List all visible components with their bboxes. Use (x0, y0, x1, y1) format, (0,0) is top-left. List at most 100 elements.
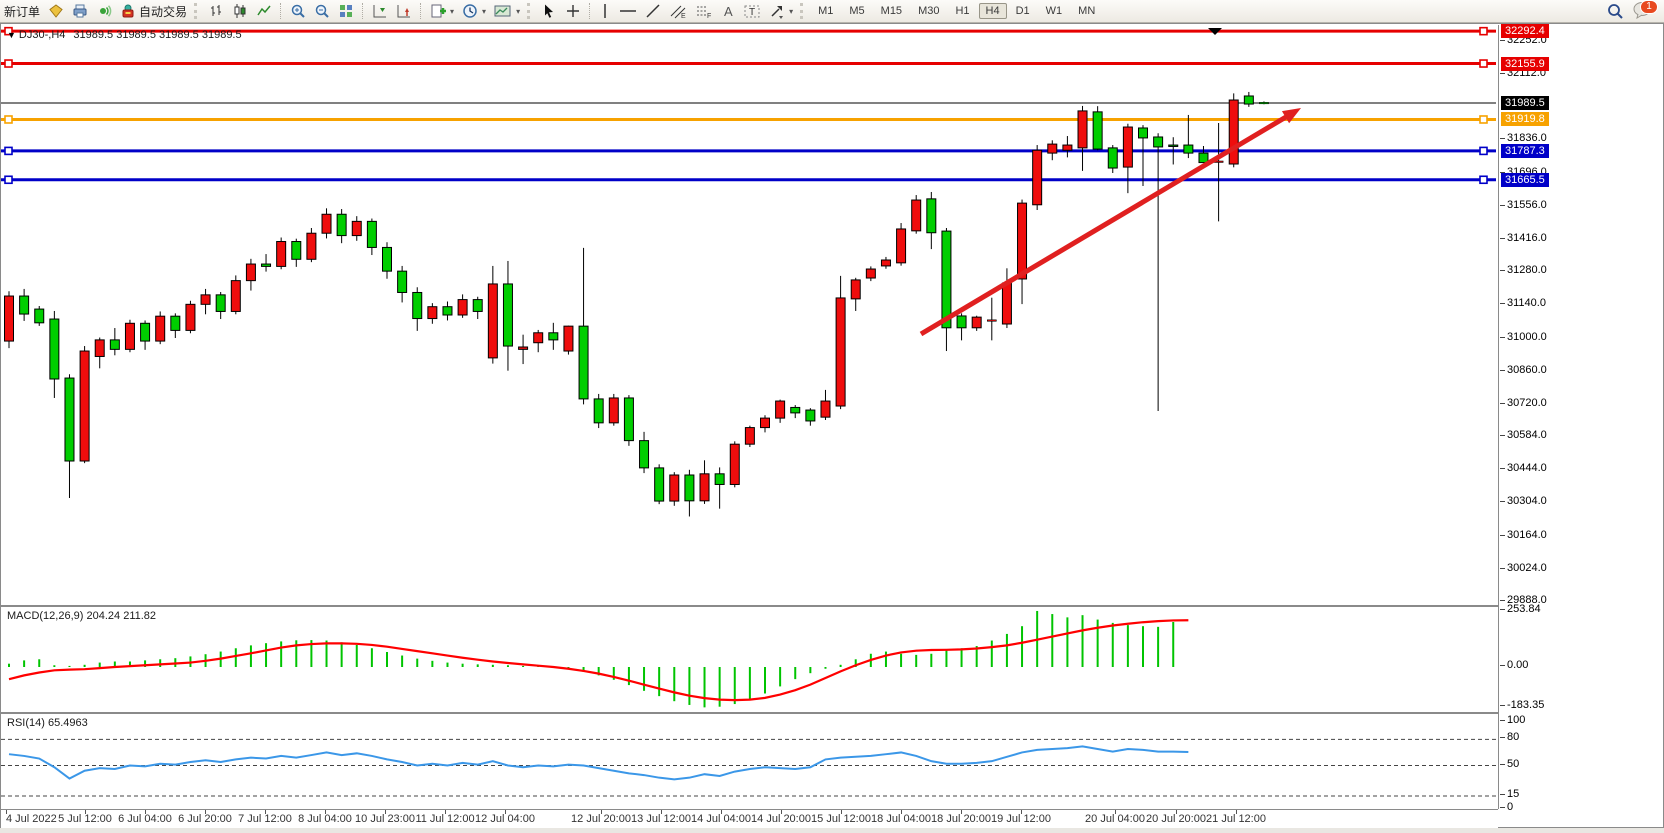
price-tick-label: 31140.0 (1500, 297, 1546, 310)
chart-autoscroll-icon (396, 3, 412, 19)
time-axis-tick (6, 810, 7, 814)
time-label: 5 Jul 12:00 (58, 813, 112, 825)
zoom-out-button[interactable] (310, 1, 334, 21)
chat-button[interactable]: 1 (1632, 0, 1658, 21)
crosshair-tool-button[interactable] (561, 1, 585, 21)
time-axis-tick (445, 810, 446, 814)
time-label: 12 Jul 20:00 (571, 813, 631, 825)
fibonacci-tool-button[interactable]: F (691, 1, 717, 21)
collapse-triangle-icon[interactable]: ▼ (7, 30, 16, 40)
macd-signal-value: 211.82 (123, 610, 157, 622)
price-tick-label: 30860.0 (1500, 363, 1547, 376)
zoom-out-icon (314, 3, 330, 19)
gem-icon-button[interactable] (44, 1, 68, 21)
main-toolbar: 新订单 自动交易 ▾ ▾ (0, 0, 1664, 23)
price-tick-label: 30164.0 (1500, 528, 1547, 541)
candlestick-mode-button[interactable] (228, 1, 252, 21)
price-tick-label: 30024.0 (1500, 561, 1547, 574)
dropdown-caret-icon: ▾ (789, 6, 794, 16)
time-axis-tick (781, 810, 782, 814)
price-scale[interactable]: 32252.0 32112.0 31836.0 31696.0 31556.0 31416… (1498, 24, 1663, 813)
price-tick-label: 31000.0 (1500, 330, 1547, 343)
time-axis-tick (721, 810, 722, 814)
price-tick-label: 30720.0 (1500, 396, 1547, 409)
timeframe-button-h4[interactable]: H4 (978, 3, 1007, 19)
text-label-icon: T (743, 3, 761, 19)
timeframe-button-m15[interactable]: M15 (880, 5, 903, 17)
line-chart-mode-button[interactable] (252, 1, 276, 21)
toolbar-grip (527, 3, 534, 19)
chart-shift-button[interactable] (368, 1, 392, 21)
hline-price-badge: 32292.4 (1501, 24, 1549, 39)
timeframe-bar: M1 M5 M15 M30 H1 H4 D1 W1 MN (810, 3, 1103, 19)
tile-windows-button[interactable] (334, 1, 358, 21)
toolbar-separator (420, 3, 422, 19)
ohlc-bars-icon (208, 3, 224, 19)
timeframe-button-h1[interactable]: H1 (955, 5, 970, 17)
hline-price-badge: 31787.3 (1501, 143, 1549, 158)
time-label: 8 Jul 04:00 (298, 813, 352, 825)
auto-trading-button[interactable]: 自动交易 (116, 1, 191, 21)
price-tick-label: 30304.0 (1500, 495, 1547, 508)
rsi-panel-plot[interactable] (1, 712, 1498, 811)
rsi-indicator-label: RSI(14) 65.4963 (7, 717, 88, 729)
candlestick-icon (232, 3, 248, 19)
rsi-scale-label: 15 (1499, 787, 1520, 800)
trendline-icon (645, 3, 661, 19)
cursor-tool-button[interactable] (537, 1, 561, 21)
time-label: 18 Jul 04:00 (871, 813, 931, 825)
main-chart-plot[interactable] (1, 25, 1498, 605)
autotrade-robot-icon (120, 3, 136, 19)
macd-scale-label: 0.00 (1499, 659, 1529, 671)
hline-price-badge: 31919.8 (1501, 112, 1549, 127)
chart-window: ▼ DJ30-,H4 31989.5 31989.5 31989.5 31989.5… (0, 23, 1664, 828)
timeframe-button-mn[interactable]: MN (1078, 5, 1096, 17)
zoom-in-button[interactable] (286, 1, 310, 21)
sound-icon (96, 3, 112, 19)
timeframe-button-w1[interactable]: W1 (1045, 5, 1063, 17)
toolbar-separator (589, 3, 591, 19)
text-label-tool-button[interactable]: T (739, 1, 765, 21)
timeframe-button-d1[interactable]: D1 (1015, 5, 1030, 17)
new-chart-button[interactable]: ▾ (426, 1, 458, 21)
macd-scale-label: -183.35 (1499, 699, 1545, 712)
price-tick-label: 30584.0 (1500, 429, 1547, 442)
time-axis[interactable]: 4 Jul 2022 5 Jul 12:00 6 Jul 04:00 6 Jul 20… (1, 809, 1498, 828)
rsi-value: 65.4963 (47, 717, 88, 729)
chart-symbol-period: DJ30-,H4 (18, 29, 66, 41)
macd-panel-plot[interactable] (1, 605, 1498, 712)
time-axis-tick (325, 810, 326, 814)
new-order-button[interactable]: 新订单 (0, 1, 44, 21)
time-label: 21 Jul 12:00 (1206, 813, 1266, 825)
time-label: 7 Jul 12:00 (238, 813, 292, 825)
arrows-tool-button[interactable]: ▾ (765, 1, 797, 21)
timeframe-button-m1[interactable]: M1 (818, 5, 834, 17)
text-tool-button[interactable]: A (717, 1, 739, 21)
timeframe-button-m30[interactable]: M30 (918, 5, 940, 17)
periods-button[interactable]: ▾ (458, 1, 490, 21)
chart-autoscroll-button[interactable] (392, 1, 416, 21)
timeframe-button-m5[interactable]: M5 (849, 5, 865, 17)
channel-tool-button[interactable]: E (665, 1, 691, 21)
time-axis-tick (661, 810, 662, 814)
sound-button[interactable] (92, 1, 116, 21)
rsi-scale-label: 100 (1499, 714, 1526, 726)
vertical-line-tool-button[interactable] (595, 1, 615, 21)
dropdown-caret-icon: ▾ (516, 6, 521, 16)
toolbar-grip (800, 3, 807, 19)
trendline-tool-button[interactable] (641, 1, 665, 21)
dropdown-caret-icon: ▾ (450, 6, 455, 16)
macd-indicator-label: MACD(12,26,9) 204.24 211.82 (7, 610, 156, 622)
svg-text:F: F (707, 13, 711, 19)
bar-chart-mode-button[interactable] (204, 1, 228, 21)
equidistant-channel-icon: E (669, 3, 687, 20)
time-axis-tick (85, 810, 86, 814)
publish-button[interactable] (68, 1, 92, 21)
price-tick-label: 30444.0 (1500, 462, 1547, 475)
search-icon[interactable] (1606, 2, 1624, 20)
time-axis-tick (1021, 810, 1022, 814)
toolbar-separator (362, 3, 364, 19)
horizontal-line-tool-button[interactable] (615, 1, 641, 21)
svg-text:A: A (724, 4, 733, 19)
templates-button[interactable]: ▾ (490, 1, 524, 21)
